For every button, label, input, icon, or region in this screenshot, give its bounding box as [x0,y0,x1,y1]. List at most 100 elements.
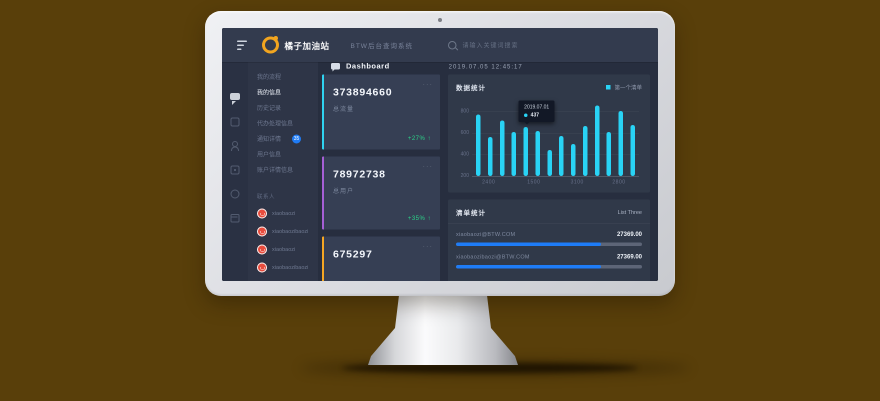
contact-item[interactable]: xiaobaozibaozi [248,223,318,241]
monitor-screen: 橘子加油站 BTW后台查询系统 请输入关键词搜索 [222,28,658,281]
bar[interactable] [476,114,481,176]
bar[interactable] [487,137,493,176]
search-icon [448,40,457,50]
user-icon[interactable] [230,141,240,151]
contact-name: xiaobaozibaozi [272,264,309,271]
stat-label: 总流量 [333,105,355,113]
bar[interactable] [523,126,529,176]
sidebar-item-label: 我的流程 [257,73,282,81]
sidebar-item-label: 代办处理信息 [257,120,294,127]
progress-track [456,265,642,269]
sidebar-item-label: 通知详情 [257,135,282,143]
bar[interactable] [535,131,540,176]
card-more-button[interactable]: ··· [422,162,433,171]
bar[interactable] [606,131,612,176]
stat-trend: +35% ↑ [408,215,431,222]
calendar-icon[interactable] [230,213,240,223]
tooltip-value: 437 [524,112,549,118]
gridline [472,111,639,113]
trend-up-icon: ↑ [427,134,431,142]
bar[interactable] [582,125,588,176]
sidebar: 我的流程 我的信息 历史记录 代办处理信息 通知详情 35 用户信息 账户详情信… [248,62,318,281]
main-content: ··· 373894660 总流量 +27% ↑ ··· 78972738 总用… [318,74,658,281]
list-title: 清单统计 [456,209,487,217]
bar[interactable] [630,124,635,176]
stat-value: 675297 [333,248,373,261]
sidebar-item-account-detail[interactable]: 账户详情信息 [248,162,318,178]
list-row[interactable]: xiaobaozi@BTW.COM 27369.00 [456,231,642,246]
sidebar-item-label: 历史记录 [257,104,282,112]
datetime: 2019.07.05 12:45:17 [448,62,523,70]
icon-rail [222,62,248,281]
contacts-title: 联系人 [257,194,275,200]
contact-item[interactable]: xiaobaozi [248,241,318,259]
chart-tooltip: 2019.07.01 437 [518,100,555,125]
chart-x-axis: 2400 1500 3100 2800 [472,177,639,186]
y-axis-label: 800 [460,108,469,115]
chart-legend[interactable]: 第一个清单 [606,83,642,91]
logo-ring-icon [262,36,279,54]
divider [448,223,650,224]
contact-name: xiaobaozibaozi [272,228,309,235]
search-placeholder: 请输入关键词搜索 [462,41,519,49]
panel-icon[interactable] [230,165,240,175]
chart-header: 数据统计 第一个清单 [456,83,642,93]
list-row[interactable]: xiaobaozibaozi@BTW.COM 27369.00 [456,253,642,269]
legend-label: 第一个清单 [614,84,643,91]
monitor-base-shadow [342,363,638,373]
stat-card-third: ··· 675297 [322,236,440,281]
card-more-button[interactable]: ··· [422,242,433,251]
chart-panel: 数据统计 第一个清单 800 600 400 200 2019.07.01 437 240… [448,74,650,193]
stat-label: 总用户 [333,187,355,195]
y-axis-label: 600 [460,130,469,136]
sidebar-item-label: 账户详情信息 [257,166,294,174]
sidebar-item-notifications[interactable]: 通知详情 35 [248,131,318,147]
sidebar-item-my-info[interactable]: 我的信息 [248,85,318,101]
avatar [257,226,267,237]
x-axis-label: 1500 [527,179,541,186]
legend-swatch-icon [606,85,611,90]
topbar: 橘子加油站 BTW后台查询系统 请输入关键词搜索 [222,28,658,62]
sidebar-item-pending[interactable]: 代办处理信息 [248,116,318,132]
chart-plot: 800 600 400 200 2019.07.01 437 [461,100,639,179]
bar[interactable] [559,136,564,176]
trend-up-icon: ↑ [427,214,431,222]
trend-value: +27% [407,134,426,142]
y-axis-label: 400 [460,151,469,158]
bar[interactable] [499,120,505,176]
avatar [257,262,267,273]
search-input[interactable]: 请输入关键词搜索 [448,28,519,62]
list-header: 清单统计 List Three [456,208,642,218]
avatar [257,208,267,219]
dashboard-icon [331,63,340,72]
contact-item[interactable]: xiaobaozibaozi [248,259,318,277]
sidebar-item-user-info[interactable]: 用户信息 [248,147,318,163]
card-more-button[interactable]: ··· [422,80,433,89]
bars [472,101,639,176]
row-email: xiaobaozi@BTW.COM [456,231,516,238]
contact-item[interactable]: xiaobaozi [248,205,318,223]
list-subtitle-link[interactable]: List Three [617,209,642,216]
main-header: Dashboard 2019.07.05 12:45:17 [318,62,658,72]
progress-track [456,242,642,246]
trend-value: +35% [407,214,426,222]
bar[interactable] [594,105,600,176]
sidebar-item-history[interactable]: 历史记录 [248,100,318,116]
y-axis-label: 200 [460,173,469,179]
tooltip-date: 2019.07.01 [524,104,550,110]
system-name: BTW后台查询系统 [350,41,413,50]
app-logo[interactable]: 橘子加油站 [262,36,330,54]
contact-name: xiaobaozi [272,210,296,217]
bar[interactable] [571,144,576,176]
stat-value: 373894660 [333,86,393,99]
monitor-stand [368,291,518,365]
bar[interactable] [547,149,552,176]
document-icon[interactable] [230,117,240,127]
bar[interactable] [511,131,517,176]
sidebar-item-my-process[interactable]: 我的流程 [248,69,318,85]
bar[interactable] [618,110,624,176]
hamburger-menu-icon[interactable] [237,40,247,50]
chat-icon[interactable] [230,93,240,103]
globe-icon[interactable] [230,189,240,199]
